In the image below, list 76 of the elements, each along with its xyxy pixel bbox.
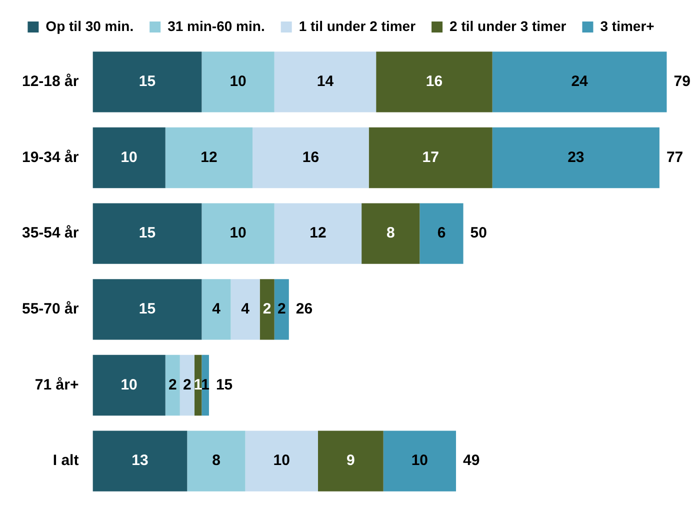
bar [92,203,202,264]
bar [492,52,667,112]
bar [420,203,464,264]
total-label: 49 [463,452,480,470]
data-label: 2 [168,376,177,394]
data-label: 24 [571,73,589,90]
data-label: 9 [346,452,355,470]
y-tick-label: 55-70 år [22,300,79,318]
data-label: 1 [194,376,202,394]
bar [92,279,202,340]
bar [92,354,166,416]
bar [260,279,274,340]
total-label: 50 [470,224,487,242]
total-label: 26 [296,300,313,318]
y-tick-label: 12-18 år [22,73,79,90]
data-label: 12 [200,148,218,166]
data-label: 16 [302,148,320,166]
bar [252,127,369,188]
data-label: 1 [201,376,210,394]
data-label: 2 [183,376,192,394]
data-label: 10 [120,148,138,166]
data-label: 4 [212,300,222,318]
data-label: 6 [437,224,446,242]
bar [92,127,166,188]
bar [230,279,260,340]
data-label: 8 [386,224,395,242]
data-label: 10 [273,452,290,470]
data-label: 10 [120,376,138,394]
bar [202,203,274,264]
bar [165,127,253,188]
legend-label: Op til 30 min. [46,18,134,34]
data-label: 14 [316,73,334,90]
total-label: 15 [216,376,233,394]
bar [368,127,492,188]
y-tick-label: 19-34 år [22,148,79,166]
legend-label: 1 til under 2 timer [298,18,416,34]
data-label: 4 [241,300,250,318]
legend-label: 2 til under 3 timer [450,18,567,34]
y-tick-label: 35-54 år [22,224,79,242]
bar [202,279,231,340]
bar [202,354,209,416]
bar [180,354,194,416]
legend-label: 31 min-60 min. [168,18,265,34]
bar [245,430,318,492]
data-label: 15 [138,73,156,90]
data-label: 13 [132,452,148,470]
data-label: 10 [230,224,246,242]
y-tick-label: I alt [52,452,79,470]
bar [274,279,289,340]
y-tick-label: 71 år+ [34,376,79,394]
data-label: 17 [422,148,439,166]
bar [202,52,274,112]
bar [383,430,456,492]
bar [92,430,188,492]
total-label: 77 [666,148,684,166]
bar [376,52,492,112]
data-label: 2 [262,300,272,318]
data-label: 10 [230,73,246,90]
bar [318,430,384,492]
legend-label: 3 timer+ [600,18,654,34]
bar [187,430,246,492]
data-label: 16 [426,73,443,90]
bar [492,127,660,188]
bar [362,203,420,264]
data-label: 15 [138,300,156,318]
data-label: 8 [212,452,220,470]
data-label: 10 [411,452,428,470]
bar [274,52,376,112]
data-label: 12 [310,224,326,242]
data-label: 2 [277,300,286,318]
data-label: 23 [568,148,584,166]
bar [165,354,180,416]
total-label: 79 [674,73,690,90]
data-label: 15 [138,224,156,242]
bar [92,52,202,112]
bar [274,203,362,264]
